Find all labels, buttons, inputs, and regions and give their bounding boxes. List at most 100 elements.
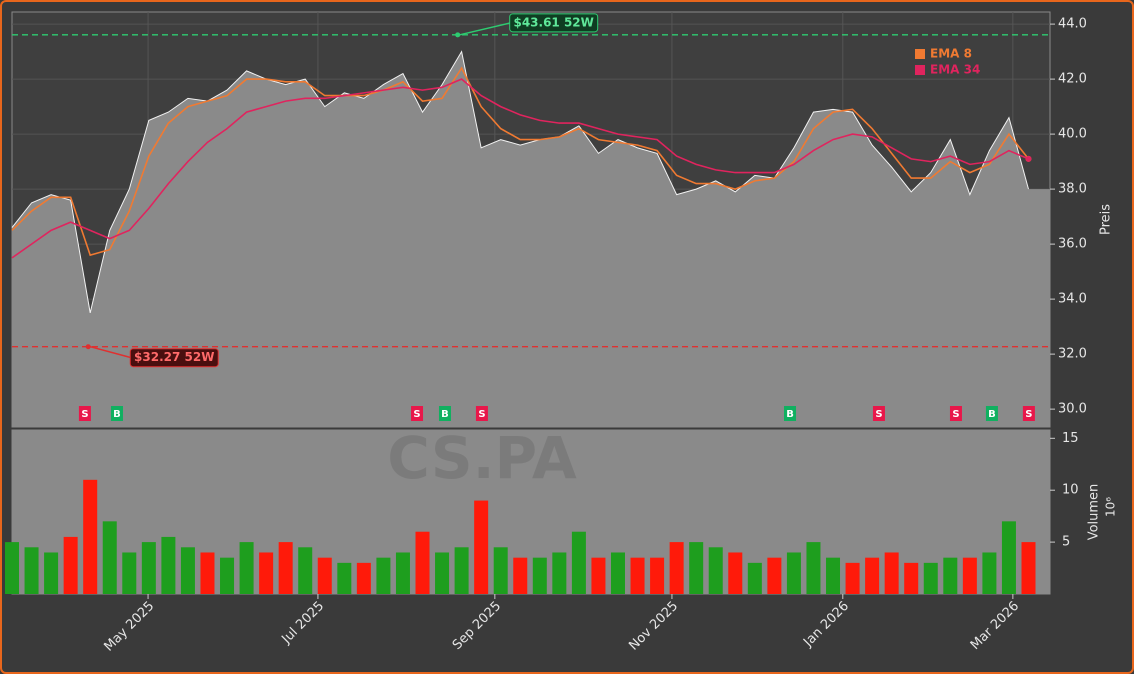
x-tick-label: May 2025 <box>101 599 157 655</box>
volume-bar <box>337 562 352 594</box>
y-tick-label: 42.0 <box>1058 72 1087 87</box>
volume-bar <box>1021 542 1036 594</box>
y-axis-label: Volumen <box>1087 484 1102 541</box>
signal-label: B <box>988 409 996 420</box>
volume-bar <box>884 552 899 594</box>
volume-bar <box>845 562 860 594</box>
signal-marker <box>411 406 424 421</box>
y-tick-label: 15 <box>1062 431 1079 446</box>
level-label-box <box>509 13 599 33</box>
signal-label: B <box>786 409 794 420</box>
x-tick-label: Sep 2025 <box>450 599 504 653</box>
level-arrow <box>90 345 132 359</box>
level-label: $43.61 52W <box>513 15 593 29</box>
signal-marker <box>949 406 962 421</box>
y-tick-label: 40.0 <box>1058 127 1087 142</box>
signal-marker <box>110 406 123 421</box>
y-tick-label: 38.0 <box>1058 182 1087 197</box>
legend-label: EMA 34 <box>930 63 980 77</box>
signal-label: S <box>1025 409 1032 420</box>
volume-bar <box>591 557 606 594</box>
price-area <box>12 51 1050 427</box>
signal-label: S <box>413 409 420 420</box>
volume-bar <box>982 552 997 594</box>
signal-label: S <box>81 409 88 420</box>
signal-label: B <box>113 409 121 420</box>
ema-line <box>11 78 1029 259</box>
volume-bar <box>650 557 665 594</box>
volume-bar <box>454 547 469 594</box>
volume-bar <box>532 557 547 594</box>
volume-bar <box>493 547 508 594</box>
volume-bar <box>474 500 489 594</box>
volume-bar <box>669 542 684 594</box>
y-axis-label: Preis <box>1099 204 1114 235</box>
volume-bar <box>923 562 938 594</box>
y-tick-label: 34.0 <box>1058 292 1087 307</box>
volume-bar <box>728 552 743 594</box>
volume-bar <box>83 479 98 594</box>
volume-bar <box>356 562 371 594</box>
y-tick-label: 10 <box>1062 483 1079 498</box>
level-point <box>455 32 461 38</box>
volume-bar <box>220 557 235 594</box>
x-tick-label: Jul 2025 <box>279 599 328 648</box>
volume-bar <box>786 552 801 594</box>
x-tick-label: Jan 2026 <box>800 599 852 651</box>
volume-bar <box>5 542 19 594</box>
volume-bar <box>435 552 450 594</box>
signal-marker <box>475 406 488 421</box>
y-tick-label: 32.0 <box>1058 347 1087 362</box>
signal-marker <box>985 406 998 421</box>
y-tick-label: 44.0 <box>1058 17 1087 32</box>
signal-label: S <box>478 409 485 420</box>
level-point <box>85 344 91 350</box>
close-line <box>11 50 1029 313</box>
legend-swatch <box>915 49 925 59</box>
volume-bar <box>767 557 782 594</box>
signal-label: B <box>441 409 449 420</box>
level-arrow <box>459 22 511 36</box>
level-label: $32.27 52W <box>134 350 214 364</box>
volume-bar <box>806 542 821 594</box>
symbol-watermark: CS.PA <box>387 424 577 492</box>
volume-bar <box>102 521 117 594</box>
volume-bar <box>689 542 704 594</box>
volume-bar <box>395 552 410 594</box>
volume-bar <box>278 542 293 594</box>
volume-bar <box>513 557 528 594</box>
volume-bar <box>415 531 430 594</box>
volume-scale: 10⁶ <box>1104 497 1118 517</box>
legend-label: EMA 8 <box>930 47 972 61</box>
volume-bar <box>161 536 176 594</box>
signal-label: S <box>875 409 882 420</box>
volume-bar <box>630 557 645 594</box>
level-label-box <box>129 348 219 368</box>
legend-swatch <box>915 65 925 75</box>
volume-bar <box>865 557 880 594</box>
volume-bar <box>376 557 391 594</box>
y-tick-label: 5 <box>1062 535 1070 550</box>
volume-bar <box>24 547 39 594</box>
volume-bar <box>298 547 313 594</box>
ema-end <box>1025 155 1032 162</box>
ema-line <box>11 66 1030 257</box>
volume-bar <box>826 557 841 594</box>
volume-bar <box>962 557 977 594</box>
volume-bar <box>63 536 78 594</box>
volume-bar <box>180 547 195 594</box>
signal-marker <box>438 406 451 421</box>
volume-bar <box>552 552 567 594</box>
signal-marker <box>872 406 885 421</box>
volume-bar <box>200 552 215 594</box>
signal-marker <box>1022 406 1035 421</box>
signal-marker <box>78 406 91 421</box>
volume-bar <box>747 562 762 594</box>
volume-bar <box>610 552 625 594</box>
volume-bar <box>571 531 586 594</box>
volume-bar <box>239 542 254 594</box>
x-tick-label: Nov 2025 <box>626 599 681 654</box>
volume-bar <box>141 542 156 594</box>
volume-bar <box>122 552 137 594</box>
